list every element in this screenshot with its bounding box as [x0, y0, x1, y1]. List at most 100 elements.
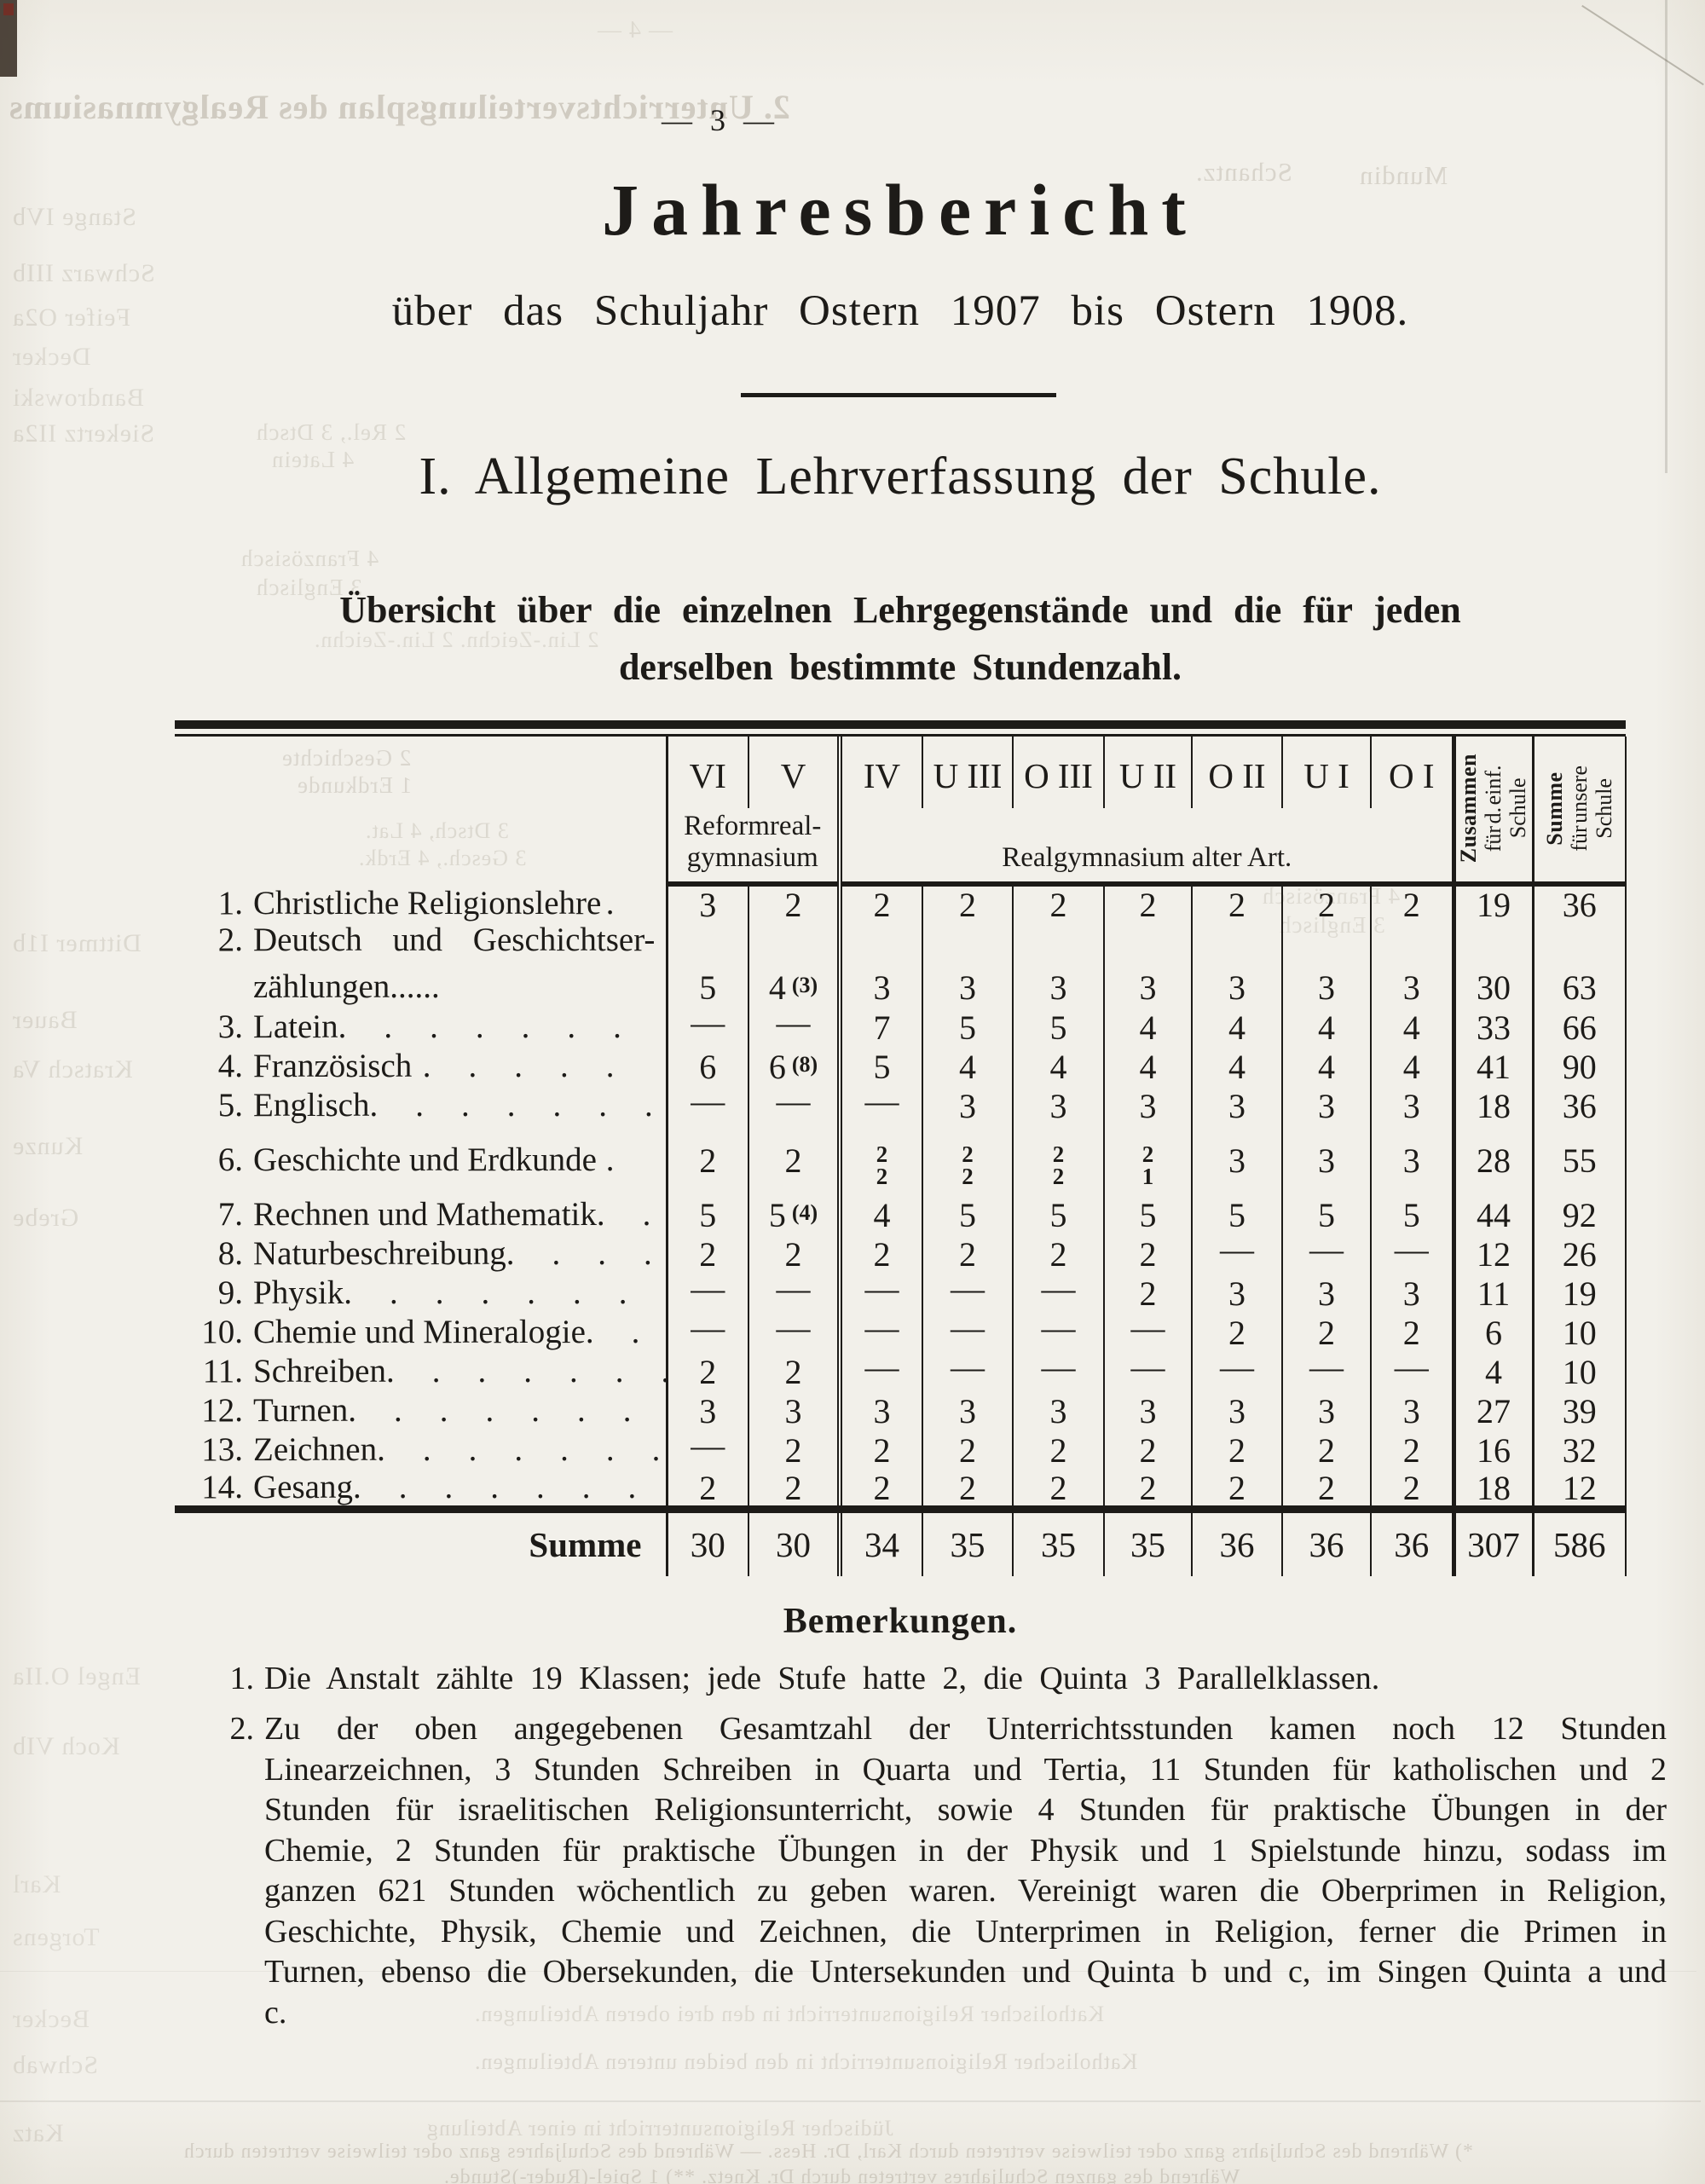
hours-cell: 2	[1191, 884, 1282, 923]
col-head-summe: Summe für unsere Schule	[1531, 737, 1627, 887]
hours-cell: —	[1370, 1352, 1454, 1392]
hours-cell: 2	[922, 1234, 1013, 1274]
sum-cell: 35	[922, 1505, 1013, 1577]
table-row: 4. Französisch..... 6 6 (8) 5 4 4 4 4 4 4 41 90	[175, 1047, 1627, 1087]
sum-cell: 34	[837, 1505, 922, 1577]
sum-cell: 36	[1191, 1505, 1282, 1577]
hours-cell: 3	[922, 923, 1013, 1008]
table-caption-line1: Übersicht über die einzelnen Lehrgegenst…	[339, 589, 1461, 631]
col-head-UIII: U III	[922, 737, 1013, 808]
hours-cell: 5	[1281, 1195, 1371, 1235]
summe-cell: 90	[1531, 1047, 1627, 1087]
hours-cell: 2	[1012, 884, 1104, 923]
bleed-through-text: Karl	[12, 1870, 61, 1898]
col-head-UII: U II	[1103, 737, 1192, 808]
group-head-reformrealgymnasium: Reformreal-gymnasium	[665, 808, 840, 887]
hours-cell: 2	[1370, 1313, 1454, 1353]
bleed-through-text: Kratsch Va	[12, 1055, 133, 1083]
hours-cell: 3	[1370, 1086, 1454, 1126]
table-row: 14. Gesang....... 2 2 2 2 2 2 2 2 2 18 12	[175, 1470, 1627, 1510]
remark-item-1: 1. Die Anstalt zählte 19 Klassen; jede S…	[230, 1659, 1667, 1700]
hours-cell: 3	[1281, 1391, 1371, 1431]
subject-cell: 14. Gesang.......	[175, 1470, 667, 1510]
subject-column-head	[175, 737, 667, 884]
hours-cell: 3	[1103, 1086, 1192, 1126]
hours-cell: —	[837, 1313, 922, 1353]
row-number: 14.	[201, 1470, 243, 1506]
hours-cell: 3	[1012, 1086, 1104, 1126]
hours-cell: 5	[1012, 1008, 1104, 1048]
bleed-through-text: Engel O.IIa	[12, 1662, 141, 1690]
sum-row: Summe 30 30 34 35 35 35 36 36 36 307 586	[175, 1505, 1627, 1577]
summe-cell: 10	[1531, 1352, 1627, 1392]
hours-cell: —	[1281, 1234, 1371, 1274]
table-top-rule-thin	[175, 734, 1626, 737]
summe-cell: 39	[1531, 1391, 1627, 1431]
dot-leader: ......	[390, 968, 440, 1005]
zusammen-cell: 33	[1451, 1008, 1533, 1048]
col-head-VI: VI	[665, 737, 748, 808]
zusammen-cell: 19	[1451, 884, 1533, 923]
hours-cell: 2	[837, 884, 922, 923]
zusammen-cell: 16	[1451, 1430, 1533, 1470]
summe-cell: 92	[1531, 1195, 1627, 1235]
hours-cell: 4	[922, 1047, 1013, 1087]
section-heading: I. Allgemeine Lehrverfassung der Schule.	[419, 448, 1382, 506]
hours-cell: —	[748, 1008, 840, 1048]
bleed-edge-line	[1665, 0, 1667, 473]
empty-dash: —	[864, 1274, 899, 1308]
hours-cell: —	[665, 1274, 748, 1314]
summe-cell: 63	[1531, 923, 1627, 1008]
zusammen-cell: 30	[1451, 923, 1533, 1008]
row-number: 6.	[217, 1141, 243, 1179]
empty-dash: —	[1130, 1352, 1165, 1386]
hours-cell: 2	[665, 1470, 748, 1510]
hours-cell: 2	[748, 1234, 840, 1274]
empty-dash: —	[776, 1313, 811, 1347]
subject-label: Deutsch und Geschichtser-	[253, 923, 656, 958]
hours-cell: —	[748, 1274, 840, 1314]
empty-dash: —	[776, 1086, 811, 1120]
hours-cell: 3	[1012, 923, 1104, 1008]
empty-dash: —	[1041, 1274, 1076, 1308]
empty-dash: —	[691, 1008, 725, 1042]
hours-cell: 2	[665, 1352, 748, 1392]
subject-label: Französisch	[253, 1048, 413, 1085]
empty-dash: —	[1220, 1234, 1254, 1268]
bleed-through-text: *) Während des Schuljahrs ganz oder teil…	[183, 2141, 1473, 2163]
hours-cell: 3	[1281, 1086, 1371, 1126]
hours-cell: 2	[748, 884, 840, 923]
hours-cell: 2	[748, 1125, 840, 1196]
hours-cell: —	[837, 1274, 922, 1314]
col-head-IV: IV	[837, 737, 922, 808]
hours-cell: 5	[665, 1195, 748, 1235]
footnote-ref: (3)	[791, 972, 818, 997]
hours-cell: —	[1103, 1313, 1192, 1353]
zusammen-cell: 4	[1451, 1352, 1533, 1392]
subject-label: Turnen	[253, 1392, 349, 1430]
hours-cell: 3	[748, 1391, 840, 1431]
hours-cell: 3	[1370, 1391, 1454, 1431]
sum-cell: 30	[748, 1505, 840, 1577]
bleed-through-text: Katz	[12, 2119, 64, 2147]
hours-cell: 5	[665, 923, 748, 1008]
remark-1-text: Die Anstalt zählte 19 Klassen; jede Stuf…	[264, 1661, 1380, 1696]
hours-cell: —	[665, 1313, 748, 1353]
hours-cell: —	[665, 1430, 748, 1470]
bleed-through-text: Während des ganzen Schuljahres vertreten…	[443, 2166, 1240, 2184]
hours-cell: 2	[1012, 1470, 1104, 1510]
hours-cell: 2	[1370, 1470, 1454, 1510]
subject-cell: 9. Physik.......	[175, 1274, 667, 1314]
empty-dash: —	[776, 1008, 811, 1042]
hours-cell: 4	[837, 1195, 922, 1235]
empty-dash: —	[951, 1274, 985, 1308]
row-number: 11.	[202, 1353, 243, 1390]
table-row: 9. Physik....... — — — — —2 3 3 3 11 19	[175, 1274, 1627, 1314]
row-number: 4.	[217, 1048, 243, 1085]
bleed-through-text: Bandrowski	[12, 384, 144, 412]
zusammen-cell: 27	[1451, 1391, 1533, 1431]
hours-cell: 2	[1103, 1430, 1192, 1470]
empty-dash: —	[1220, 1352, 1254, 1386]
